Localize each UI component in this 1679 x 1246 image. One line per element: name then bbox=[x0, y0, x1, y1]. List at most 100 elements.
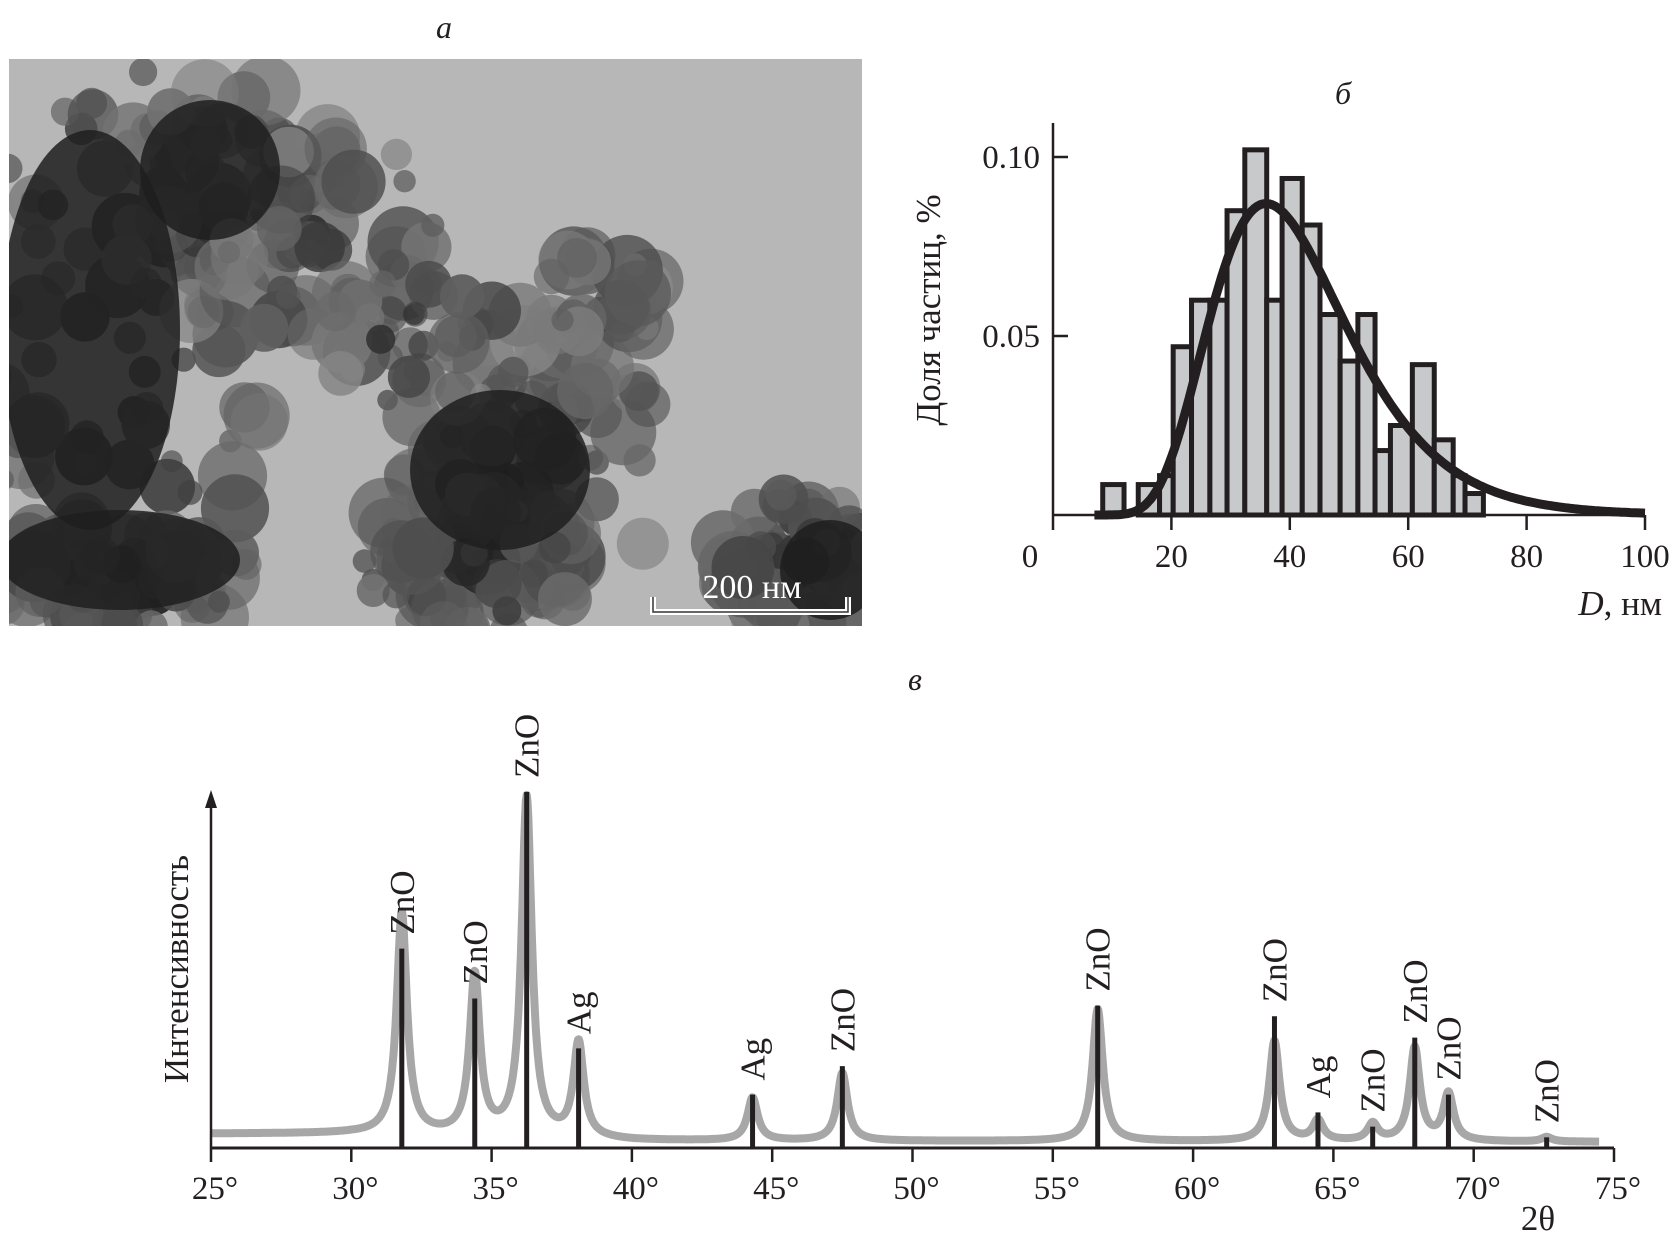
particle bbox=[208, 590, 230, 613]
histogram-chart: 0 20 40 60 80 100 0.05 0.10 D, нм Доля частиц, % bbox=[909, 123, 1670, 623]
particle-agglomerate bbox=[9, 130, 180, 530]
particle bbox=[402, 301, 428, 327]
x-tick-label: 25° bbox=[192, 1171, 238, 1207]
particle bbox=[355, 303, 385, 332]
particle bbox=[419, 601, 468, 626]
x-axis-title: D, нм bbox=[1577, 584, 1662, 623]
x-tick-label: 70° bbox=[1455, 1171, 1501, 1207]
peak-label: Ag bbox=[734, 1038, 773, 1081]
scale-bar: 200 нм bbox=[650, 569, 851, 615]
y-axis-arrow-icon bbox=[205, 790, 217, 808]
x-tick-label: 40° bbox=[613, 1171, 659, 1207]
particle bbox=[352, 549, 377, 573]
particle bbox=[366, 324, 396, 354]
particle bbox=[711, 536, 775, 599]
peak-label: ZnO bbox=[1079, 927, 1118, 991]
panel-c-label: в bbox=[908, 661, 922, 697]
particle bbox=[434, 315, 477, 358]
particle bbox=[139, 458, 195, 515]
histogram-bar bbox=[1462, 491, 1486, 518]
x-tick-label: 40 bbox=[1273, 539, 1306, 575]
y-tick-label: 0.10 bbox=[982, 140, 1040, 176]
particle bbox=[321, 149, 386, 214]
particle bbox=[538, 531, 571, 564]
particle bbox=[377, 389, 398, 411]
x-tick-label: 100 bbox=[1620, 539, 1670, 575]
fit-curve bbox=[1092, 199, 1647, 520]
particle-agglomerate bbox=[410, 390, 590, 550]
x-tick-label: 50° bbox=[893, 1171, 939, 1207]
x-tick-label: 20 bbox=[1155, 539, 1188, 575]
particle bbox=[765, 479, 797, 511]
particle bbox=[194, 235, 260, 300]
particle bbox=[421, 213, 445, 237]
peak-label: ZnO bbox=[508, 714, 547, 778]
particle-agglomerate bbox=[140, 100, 280, 240]
particle bbox=[387, 355, 430, 398]
panel-a-label: а bbox=[436, 9, 452, 45]
particle bbox=[604, 260, 672, 327]
histogram-bar bbox=[1207, 297, 1230, 518]
peak-label: ZnO bbox=[823, 988, 862, 1052]
particle bbox=[497, 356, 529, 388]
particle-agglomerate bbox=[780, 520, 862, 620]
particle bbox=[551, 309, 574, 332]
x-tick-label: 80 bbox=[1510, 539, 1543, 575]
tem-micrograph bbox=[0, 59, 862, 626]
particle bbox=[392, 517, 454, 579]
peak-label: ZnO bbox=[1429, 1016, 1468, 1080]
peak-label: ZnO bbox=[1528, 1059, 1567, 1123]
particle bbox=[557, 238, 597, 278]
x-axis-title: 2θ bbox=[1521, 1199, 1555, 1238]
particle bbox=[129, 59, 158, 87]
particle bbox=[9, 470, 14, 489]
particle bbox=[356, 574, 390, 607]
particle bbox=[616, 517, 669, 570]
x-tick-label: 60° bbox=[1174, 1171, 1220, 1207]
histogram-bar bbox=[1317, 312, 1343, 518]
particle bbox=[393, 170, 416, 193]
histogram-bar bbox=[1431, 437, 1456, 518]
particle bbox=[217, 241, 241, 264]
particle bbox=[318, 351, 364, 396]
peak-label: ZnO bbox=[383, 870, 422, 934]
peak-label: ZnO bbox=[1354, 1048, 1393, 1112]
x-tick-label: 55° bbox=[1034, 1171, 1080, 1207]
x-tick-label: 75° bbox=[1595, 1171, 1641, 1207]
x-tick-label: 35° bbox=[472, 1171, 518, 1207]
particle bbox=[256, 206, 302, 251]
particle bbox=[755, 591, 801, 626]
x-axis-variable: D bbox=[1577, 584, 1603, 623]
particle bbox=[382, 581, 410, 609]
peak-label: Ag bbox=[560, 992, 599, 1035]
peak-label: Ag bbox=[1299, 1056, 1338, 1099]
particle bbox=[0, 277, 8, 300]
y-axis-title: Интенсивность bbox=[157, 855, 196, 1083]
x-tick-label: 30° bbox=[332, 1171, 378, 1207]
histogram-bar bbox=[1337, 358, 1361, 518]
panel-b-label: б bbox=[1335, 75, 1352, 111]
particle bbox=[240, 303, 289, 352]
particle bbox=[9, 153, 23, 184]
particle bbox=[439, 274, 485, 319]
particle bbox=[294, 221, 346, 273]
y-tick-label: 0.05 bbox=[982, 319, 1040, 355]
particle bbox=[380, 138, 412, 170]
particle bbox=[276, 284, 301, 309]
peak-label: ZnO bbox=[1256, 938, 1295, 1002]
histogram-bar bbox=[1387, 423, 1415, 518]
x-tick-label: 65° bbox=[1314, 1171, 1360, 1207]
particle bbox=[537, 572, 592, 626]
particle bbox=[492, 596, 522, 626]
particle bbox=[315, 291, 356, 332]
x-axis-unit: , нм bbox=[1604, 584, 1662, 623]
y-axis-title: Доля частиц, % bbox=[909, 194, 948, 425]
xrd-pattern-line bbox=[207, 790, 1603, 1146]
particle bbox=[230, 393, 288, 451]
x-tick-label: 45° bbox=[753, 1171, 799, 1207]
particle bbox=[557, 363, 614, 420]
particle-agglomerate bbox=[9, 510, 240, 610]
peak-label: ZnO bbox=[456, 920, 495, 984]
